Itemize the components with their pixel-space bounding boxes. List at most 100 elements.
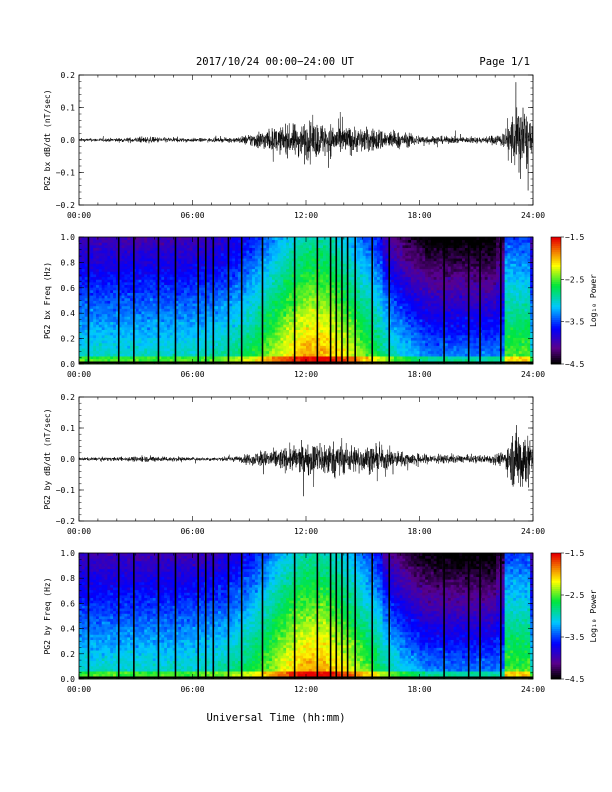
spectrogram-cell <box>235 258 239 262</box>
spectrogram-cell <box>124 319 128 323</box>
spectrogram-cell <box>192 250 196 254</box>
spectrogram-cell <box>192 266 196 270</box>
spectrogram-cell <box>178 334 182 338</box>
spectrogram-cell <box>195 255 199 259</box>
spectrogram-cell <box>144 276 148 280</box>
spectrogram-cell <box>342 329 347 333</box>
spectrogram-cell <box>124 324 128 328</box>
spectrogram-cell <box>135 242 139 246</box>
spectrogram-cell <box>121 316 125 320</box>
spectrogram-cell <box>144 348 148 352</box>
spectrogram-cell <box>294 300 298 304</box>
spectrogram-cell <box>303 300 307 304</box>
spectrogram-cell <box>297 281 301 286</box>
spectrogram-cell <box>161 308 165 312</box>
spectrogram-cell <box>351 255 355 259</box>
spectrogram-cell <box>337 295 341 299</box>
spectrogram-cell <box>118 247 122 251</box>
spectrogram-cell <box>90 353 94 357</box>
spectrogram-cell <box>186 326 191 331</box>
spectrogram-cell <box>158 348 162 352</box>
spectrogram-cell <box>158 356 162 360</box>
spectrogram-cell <box>297 258 301 262</box>
spectrogram-cell <box>323 292 327 296</box>
spectrogram-cell <box>232 313 236 317</box>
spectrogram-cell <box>229 297 233 301</box>
spectrogram-cell <box>138 237 142 241</box>
spectrogram-cell <box>351 311 355 315</box>
spectrogram-cell <box>235 308 239 312</box>
spectrogram-cell <box>220 271 225 275</box>
spectrogram-cell <box>331 345 335 349</box>
spectrogram-cell <box>223 305 227 309</box>
spectrogram-cell <box>90 244 94 248</box>
spectrogram-cell <box>342 311 347 315</box>
spectrogram-cell <box>306 266 310 270</box>
spectrogram-cell <box>127 258 131 262</box>
spectrogram-cell <box>110 263 114 267</box>
spectrogram-cell <box>127 250 131 254</box>
spectrogram-cell <box>317 287 321 291</box>
spectrogram-cell <box>147 297 151 301</box>
spectrogram-cell <box>331 356 335 360</box>
spectrogram-cell <box>186 313 191 317</box>
spectrogram-cell <box>96 258 100 262</box>
spectrogram-cell <box>317 358 321 362</box>
spectrogram-cell <box>172 255 176 259</box>
spectrogram-cell <box>314 239 318 243</box>
spectrogram-cell <box>141 311 145 315</box>
spectrogram-cell <box>237 274 242 278</box>
spectrogram-cell <box>181 276 185 280</box>
spectrogram-cell <box>320 255 324 259</box>
spectrogram-cell <box>166 252 171 256</box>
spectrogram-cell <box>283 271 287 275</box>
spectrogram-cell <box>243 266 247 270</box>
spectrogram-cell <box>300 287 304 291</box>
spectrogram-cell <box>254 334 259 338</box>
spectrogram-cell <box>359 297 364 301</box>
spectrogram-cell <box>359 356 364 360</box>
spectrogram-cell <box>104 279 108 283</box>
spectrogram-cell <box>215 345 219 349</box>
spectrogram-cell <box>98 255 103 259</box>
spectrogram-cell <box>96 358 100 362</box>
spectrogram-cell <box>263 271 267 275</box>
spectrogram-cell <box>232 295 236 299</box>
spectrogram-cell <box>118 271 122 275</box>
spectrogram-cell <box>161 244 165 248</box>
spectrogram-cell <box>141 348 145 352</box>
spectrogram-cell <box>169 345 174 349</box>
spectrogram-cell <box>348 266 352 270</box>
spectrogram-cell <box>169 353 174 357</box>
spectrogram-cell <box>357 337 361 341</box>
spectrogram-cell <box>288 311 293 315</box>
spectrogram-cell <box>274 260 279 264</box>
y-tick-label: −0.1 <box>56 169 75 178</box>
spectrogram-cell <box>158 284 162 288</box>
spectrogram-cell <box>215 268 219 272</box>
spectrogram-cell <box>223 297 227 301</box>
spectrogram-cell <box>209 319 213 323</box>
spectrogram-cell <box>115 324 120 328</box>
spectrogram-cell <box>280 295 284 299</box>
spectrogram-cell <box>175 345 179 349</box>
spectrogram-cell <box>169 311 174 315</box>
spectrogram-cell <box>186 334 191 338</box>
spectrogram-cell <box>84 255 88 259</box>
spectrogram-cell <box>218 326 222 331</box>
spectrogram-cell <box>288 274 293 278</box>
spectrogram-cell <box>135 284 139 288</box>
spectrogram-cell <box>158 305 162 309</box>
spectrogram-cell <box>107 342 111 346</box>
spectrogram-cell <box>127 255 131 259</box>
spectrogram-cell <box>201 237 205 241</box>
spectrogram-cell <box>362 263 366 267</box>
spectrogram-cell <box>81 356 86 360</box>
spectrogram-cell <box>306 268 310 272</box>
spectrogram-cell <box>175 319 179 323</box>
spectrogram-cell <box>257 316 261 320</box>
spectrogram-cell <box>181 263 185 267</box>
spectrogram-cell <box>300 237 304 241</box>
spectrogram-cell <box>201 329 205 333</box>
spectrogram-cell <box>121 239 125 243</box>
